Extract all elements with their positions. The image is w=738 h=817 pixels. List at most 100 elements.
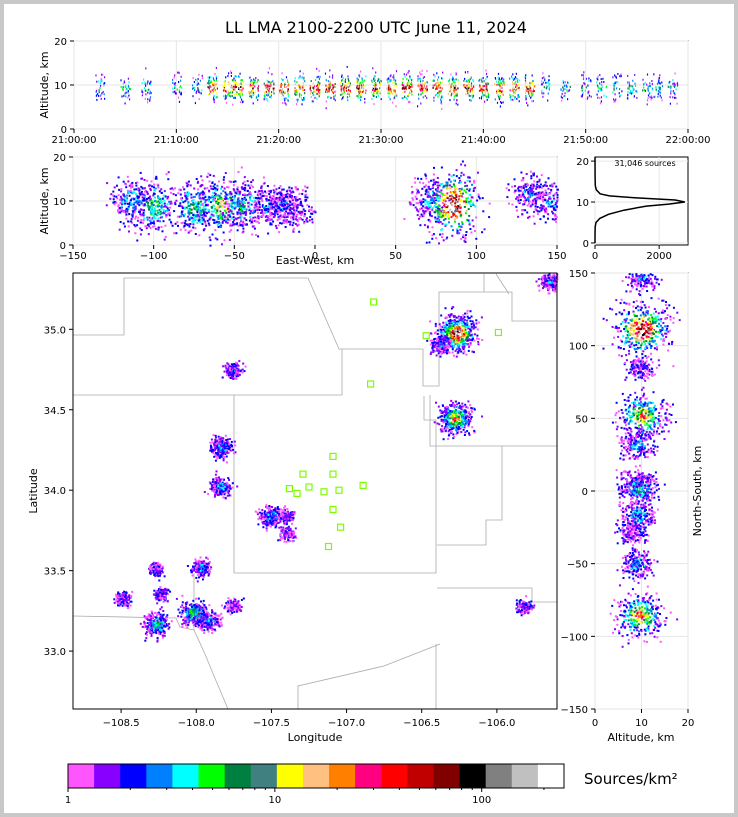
- plan-view-source: [450, 324, 453, 327]
- plan-view-source: [448, 333, 451, 336]
- time-altitude-source: [178, 89, 180, 92]
- ew-altitude-source: [180, 213, 183, 216]
- time-altitude-source: [267, 88, 269, 91]
- ew-altitude-source: [168, 200, 171, 203]
- time-altitude-source: [267, 94, 270, 96]
- plan-view-source: [434, 331, 437, 334]
- time-altitude-source: [567, 98, 569, 101]
- plan-view-source: [432, 351, 435, 353]
- time-altitude-source: [548, 86, 550, 89]
- time-altitude-source: [613, 88, 615, 91]
- time-altitude-source: [380, 98, 382, 101]
- time-altitude-source: [373, 79, 375, 82]
- lma-figure: LL LMA 2100-2200 UTC June 11, 2024 21:00…: [27, 18, 710, 806]
- time-altitude-source: [341, 75, 343, 78]
- time-altitude-source: [365, 92, 367, 94]
- ew-altitude-source: [243, 205, 246, 208]
- plan-view-source: [453, 323, 456, 326]
- ew-altitude-source: [229, 191, 232, 194]
- ew-altitude-source: [269, 189, 272, 192]
- ew-altitude-source: [553, 193, 556, 196]
- time-altitude-source: [239, 93, 241, 96]
- ew-altitude-source: [217, 216, 220, 219]
- time-altitude-source: [484, 81, 486, 84]
- ew-altitude-source: [228, 219, 231, 222]
- time-altitude-source: [239, 96, 242, 99]
- ew-altitude-source: [511, 185, 514, 188]
- ew-altitude-source: [263, 182, 266, 185]
- time-altitude-source: [236, 91, 238, 94]
- ew-altitude-source: [156, 183, 159, 186]
- ew-altitude-source: [139, 213, 142, 216]
- time-altitude-source: [410, 81, 413, 84]
- ew-altitude-source: [481, 231, 484, 234]
- ew-altitude-source: [459, 214, 462, 217]
- ew-altitude-source: [451, 234, 454, 237]
- ew-altitude-source: [230, 229, 233, 232]
- time-altitude-source: [405, 73, 408, 76]
- plan-view-source: [465, 331, 468, 334]
- time-altitude-source: [503, 83, 505, 86]
- plan-view-source: [441, 347, 444, 350]
- time-altitude-source: [439, 86, 441, 89]
- ew-altitude-source: [204, 220, 206, 223]
- ew-altitude-source: [143, 187, 146, 190]
- plan-view-source: [431, 348, 434, 351]
- ew-altitude-source: [533, 202, 535, 205]
- ew-altitude-source: [118, 210, 120, 213]
- ew-altitude-source: [458, 225, 460, 228]
- time-altitude-source: [657, 95, 659, 98]
- ew-altitude-source: [519, 189, 522, 192]
- ew-altitude-source: [306, 196, 309, 199]
- ew-altitude-source: [285, 206, 288, 209]
- time-altitude-source: [667, 85, 669, 88]
- time-altitude-source: [173, 76, 175, 79]
- ew-altitude-source: [431, 199, 434, 202]
- ew-altitude-source: [152, 192, 155, 195]
- plan-view-source: [466, 309, 469, 312]
- ew-altitude-source: [439, 190, 442, 193]
- time-altitude-source: [417, 105, 419, 108]
- ew-altitude-source: [422, 201, 425, 203]
- ew-altitude-source: [255, 220, 258, 223]
- ew-altitude-source: [149, 199, 152, 202]
- ew-altitude-source: [173, 232, 176, 235]
- ew-altitude-source: [195, 178, 198, 180]
- plan-view-source: [468, 317, 471, 320]
- ew-altitude-source: [276, 204, 279, 207]
- ew-altitude-source: [447, 215, 450, 218]
- time-altitude-source: [448, 86, 450, 89]
- time-altitude-source: [309, 88, 311, 91]
- plan-view-source: [450, 399, 453, 402]
- ew-altitude-source: [282, 219, 285, 222]
- ew-altitude-source: [201, 208, 204, 211]
- time-altitude-source: [284, 84, 286, 86]
- ew-altitude-source: [287, 208, 290, 211]
- time-altitude-source: [361, 77, 363, 80]
- time-altitude-source: [480, 97, 482, 100]
- ew-altitude-source: [438, 207, 441, 210]
- ew-altitude-source: [425, 207, 428, 210]
- time-altitude-source: [224, 97, 227, 100]
- time-altitude-source: [560, 95, 562, 97]
- ew-altitude-source: [164, 195, 167, 198]
- ew-altitude-source: [226, 221, 229, 224]
- time-altitude-source: [531, 90, 533, 93]
- ew-altitude-source: [202, 205, 205, 208]
- time-altitude-source: [543, 92, 545, 95]
- ew-altitude-source: [188, 205, 191, 208]
- time-altitude-source: [418, 84, 420, 87]
- ew-altitude-source: [517, 199, 520, 202]
- plan-view-source: [477, 343, 480, 346]
- ew-altitude-source: [172, 188, 175, 191]
- time-altitude-source: [526, 90, 528, 93]
- time-altitude-source: [437, 87, 439, 89]
- ew-altitude-source: [287, 212, 290, 215]
- ew-altitude-source: [204, 199, 207, 202]
- time-altitude-source: [561, 96, 563, 99]
- ew-altitude-source: [455, 175, 458, 178]
- ew-altitude-source: [193, 207, 196, 210]
- time-altitude-source: [439, 91, 441, 94]
- plan-view-source: [451, 329, 454, 332]
- time-altitude-source: [547, 92, 549, 95]
